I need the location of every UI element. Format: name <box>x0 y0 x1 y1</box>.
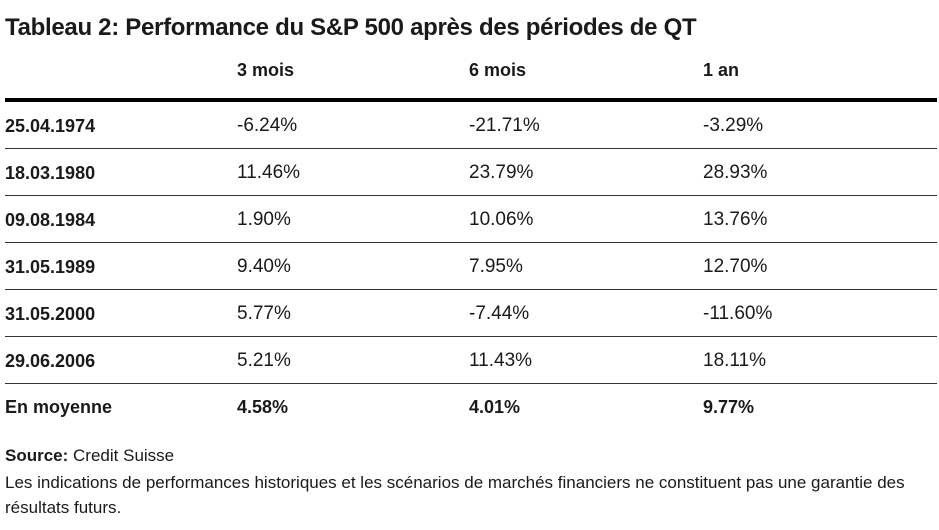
average-1-year: 9.77% <box>703 397 755 417</box>
cell-3-months: 11.46% <box>237 162 301 183</box>
row-date: 31.05.1989 <box>5 257 96 277</box>
source-value: Credit Suisse <box>73 446 175 465</box>
row-divider <box>5 148 937 149</box>
column-header-1-year: 1 an <box>703 60 740 80</box>
row-date: 25.04.1974 <box>5 116 96 136</box>
row-divider <box>5 336 937 337</box>
row-date: 18.03.1980 <box>5 163 96 183</box>
table-row: 31.05.1989 9.40% 7.95% 12.70% <box>0 243 939 290</box>
cell-6-months: -7.44% <box>469 303 530 324</box>
cell-3-months: -6.24% <box>237 115 298 136</box>
cell-6-months: 11.43% <box>469 350 533 371</box>
cell-1-year: -3.29% <box>703 115 764 136</box>
column-header-3-months: 3 mois <box>237 60 295 80</box>
table-row: 29.06.2006 5.21% 11.43% 18.11% <box>0 337 939 384</box>
average-3-months: 4.58% <box>237 397 289 417</box>
table-row: 25.04.1974 -6.24% -21.71% -3.29% <box>0 102 939 149</box>
cell-1-year: 13.76% <box>703 209 768 230</box>
table-row: 31.05.2000 5.77% -7.44% -11.60% <box>0 290 939 337</box>
average-label: En moyenne <box>5 397 113 417</box>
cell-3-months: 5.21% <box>237 350 291 371</box>
cell-1-year: 12.70% <box>703 256 768 277</box>
row-date: 09.08.1984 <box>5 210 96 230</box>
cell-6-months: -21.71% <box>469 115 540 136</box>
cell-3-months: 1.90% <box>237 209 291 230</box>
row-divider <box>5 242 937 243</box>
average-row: En moyenne 4.58% 4.01% 9.77% <box>0 391 939 438</box>
disclaimer-note: Les indications de performances historiq… <box>5 473 905 517</box>
table-row: 18.03.1980 11.46% 23.79% 28.93% <box>0 149 939 196</box>
source-line: Source: Credit Suisse <box>5 446 174 466</box>
cell-3-months: 9.40% <box>237 256 291 277</box>
cell-6-months: 7.95% <box>469 256 523 277</box>
column-header-6-months: 6 mois <box>469 60 527 80</box>
average-6-months: 4.01% <box>469 397 521 417</box>
row-date: 31.05.2000 <box>5 304 96 324</box>
row-date: 29.06.2006 <box>5 351 96 371</box>
row-divider <box>5 195 937 196</box>
table-row: 09.08.1984 1.90% 10.06% 13.76% <box>0 196 939 243</box>
cell-3-months: 5.77% <box>237 303 291 324</box>
cell-1-year: 18.11% <box>703 350 767 371</box>
cell-6-months: 10.06% <box>469 209 534 230</box>
cell-1-year: 28.93% <box>703 162 768 183</box>
row-divider <box>5 383 937 384</box>
row-divider <box>5 289 937 290</box>
table-title: Tableau 2: Performance du S&P 500 après … <box>5 14 697 41</box>
header-divider <box>5 98 937 102</box>
cell-6-months: 23.79% <box>469 162 534 183</box>
source-label: Source: <box>5 446 69 465</box>
cell-1-year: -11.60% <box>703 303 773 324</box>
